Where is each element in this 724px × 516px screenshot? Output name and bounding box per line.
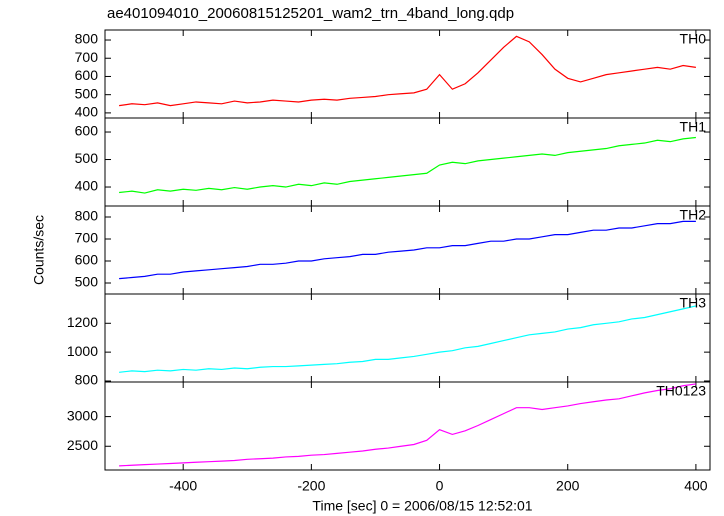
series-label: TH0123 bbox=[656, 383, 706, 399]
data-line bbox=[119, 383, 696, 467]
data-line bbox=[119, 220, 696, 280]
plot-frame bbox=[104, 381, 711, 471]
y-tick-label: 2500 bbox=[67, 437, 98, 453]
y-tick-label: 400 bbox=[75, 178, 99, 194]
y-tick-label: 400 bbox=[75, 104, 99, 120]
y-tick-label: 1000 bbox=[67, 343, 98, 359]
y-tick-label: 500 bbox=[75, 85, 99, 101]
y-tick-label: 500 bbox=[75, 274, 99, 290]
y-tick-label: 700 bbox=[75, 49, 99, 65]
y-tick-label: 600 bbox=[75, 123, 99, 139]
y-tick-label: 800 bbox=[75, 31, 99, 47]
series-label: TH0 bbox=[680, 31, 707, 47]
chart-title: ae401094010_20060815125201_wam2_trn_4ban… bbox=[107, 5, 514, 22]
data-line bbox=[119, 35, 696, 107]
x-axis-label: Time [sec] 0 = 2006/08/15 12:52:01 bbox=[312, 498, 532, 514]
y-tick-label: 1200 bbox=[67, 314, 98, 330]
y-tick-label: 800 bbox=[75, 208, 99, 224]
x-tick-label: -200 bbox=[297, 478, 325, 494]
series-label: TH2 bbox=[680, 207, 707, 223]
y-tick-label: 700 bbox=[75, 230, 99, 246]
x-tick-label: -400 bbox=[169, 478, 197, 494]
y-tick-label: 3000 bbox=[67, 407, 98, 423]
y-tick-label: 600 bbox=[75, 252, 99, 268]
plot-frame bbox=[104, 117, 711, 207]
x-tick-label: 400 bbox=[684, 478, 708, 494]
y-tick-label: 500 bbox=[75, 150, 99, 166]
y-tick-label: 600 bbox=[75, 67, 99, 83]
y-tick-label: 800 bbox=[75, 372, 99, 388]
x-tick-label: 0 bbox=[436, 478, 444, 494]
plot-frame bbox=[104, 29, 711, 119]
x-tick-label: 200 bbox=[556, 478, 580, 494]
data-line bbox=[119, 305, 697, 373]
data-line bbox=[119, 136, 696, 194]
y-axis-label: Counts/sec bbox=[31, 215, 47, 285]
series-label: TH1 bbox=[680, 119, 707, 135]
plot-frame bbox=[104, 293, 711, 383]
series-label: TH3 bbox=[680, 295, 707, 311]
